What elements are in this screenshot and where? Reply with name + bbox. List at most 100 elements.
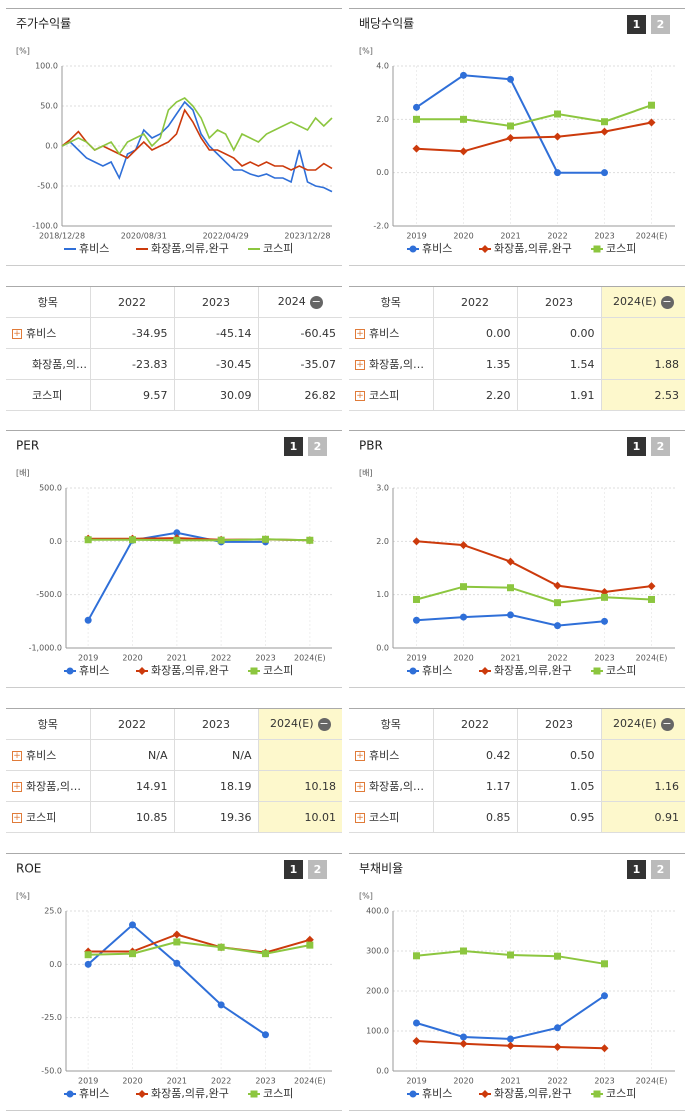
tab-button-label[interactable]: 1 xyxy=(290,863,298,876)
chart-panel: 배당수익률 1 2 [%] -2.0 0.0 2.0 4.0 2019 2020 2021 2022 2… xyxy=(349,8,685,266)
y-tick-label: -100.0 xyxy=(32,222,58,231)
tab-button[interactable] xyxy=(284,860,303,879)
cell-text: 화장품,의… xyxy=(369,358,424,371)
x-tick-label: 2020 xyxy=(453,654,473,663)
tab-button-label[interactable]: 1 xyxy=(633,863,641,876)
table-cell: 19.36 xyxy=(173,801,258,833)
header-text: 항목 xyxy=(37,718,58,731)
table-row: 코스피 9.57 30.09 26.82 xyxy=(6,379,342,411)
table-cell: 1.05 xyxy=(516,770,601,802)
table-header-cell: 항목 xyxy=(6,708,90,740)
expand-button[interactable]: + xyxy=(12,329,22,339)
y-tick-label: 2.0 xyxy=(376,537,389,546)
tab-button[interactable] xyxy=(308,860,327,879)
expand-button[interactable]: + xyxy=(355,813,365,823)
y-tick-label: 4.0 xyxy=(376,62,389,71)
y-tick-label: 0.0 xyxy=(376,1067,389,1076)
x-tick-label: 2022/04/29 xyxy=(203,232,249,241)
data-table: 항목 2022 2023 2024(E) − + 휴비스 0.00 0.00 + 화장품,의… 1.3… xyxy=(349,286,685,411)
point xyxy=(554,952,561,960)
table-cell: 1.91 xyxy=(516,379,601,411)
tab-button-label[interactable]: 1 xyxy=(633,440,641,453)
series-line xyxy=(416,585,652,604)
point xyxy=(262,535,269,543)
tab-button[interactable] xyxy=(651,437,670,456)
y-tick-label: 200.0 xyxy=(366,987,389,996)
expand-button[interactable]: + xyxy=(355,751,365,761)
data-table: 항목 2022 2023 2024(E) − + 휴비스 N/A N/A + 화장품,의… 14.91… xyxy=(6,708,342,833)
point xyxy=(481,667,489,675)
point xyxy=(648,101,655,109)
expand-button[interactable]: + xyxy=(12,813,22,823)
point xyxy=(601,960,608,968)
tab-button-label[interactable]: 1 xyxy=(633,18,641,31)
tab-button[interactable] xyxy=(284,437,303,456)
table-cell: 30.09 xyxy=(173,379,258,411)
header-text: 항목 xyxy=(380,718,401,731)
collapse-button[interactable]: − xyxy=(317,716,331,731)
collapse-button[interactable]: − xyxy=(660,716,674,731)
chart-panel: PBR 1 2 [배] 0.0 1.0 2.0 3.0 2019 2020 2021 2022 2023… xyxy=(349,430,685,688)
tab-button-label[interactable]: 1 xyxy=(290,440,298,453)
table-cell: 0.85 xyxy=(432,801,517,833)
point xyxy=(593,1090,601,1098)
point xyxy=(554,169,561,177)
tab-button-label[interactable]: 2 xyxy=(657,863,665,876)
legend-label: 코스피 xyxy=(606,664,636,677)
legend-label: 화장품,의류,완구 xyxy=(151,1087,229,1100)
expand-button[interactable]: + xyxy=(355,782,365,792)
x-tick-label: 2021 xyxy=(167,654,187,663)
tab-button-label[interactable]: 2 xyxy=(314,440,322,453)
y-tick-label: 3.0 xyxy=(376,484,389,493)
point xyxy=(647,582,656,591)
table-row: + 코스피 10.85 19.36 10.01 xyxy=(6,801,342,833)
legend-label: 휴비스 xyxy=(79,664,109,677)
header-text: 2022 xyxy=(461,717,489,731)
cell-text: 10.18 xyxy=(304,779,337,793)
chart-panel: 주가수익률 [%] -100.0 -50.0 0.0 50.0 100.0 2018/12/2… xyxy=(6,8,342,266)
tab-button[interactable] xyxy=(627,437,646,456)
tab-button[interactable] xyxy=(627,860,646,879)
point xyxy=(84,960,92,968)
tab-button-label[interactable]: 2 xyxy=(657,18,665,31)
point xyxy=(507,951,514,959)
expand-button[interactable]: + xyxy=(12,782,22,792)
tab-button-label[interactable]: 2 xyxy=(314,863,322,876)
table-cell: 14.91 xyxy=(89,770,174,802)
table-cell: + 화장품,의… xyxy=(6,770,90,802)
cell-text: 19.36 xyxy=(220,810,252,824)
point xyxy=(262,950,269,958)
collapse-button[interactable]: − xyxy=(309,294,323,309)
x-tick-label: 2022 xyxy=(211,1077,231,1086)
tab-button[interactable] xyxy=(651,860,670,879)
point xyxy=(600,127,609,136)
unit-label: [%] xyxy=(16,47,30,56)
collapse-button[interactable]: − xyxy=(660,294,674,309)
tab-button[interactable] xyxy=(308,437,327,456)
point xyxy=(413,115,420,123)
expand-button[interactable]: + xyxy=(355,329,365,339)
cell-text: 18.19 xyxy=(220,779,252,793)
table-cell: -23.83 xyxy=(89,348,174,380)
y-tick-label: -1,000.0 xyxy=(29,644,62,653)
table-header-row: 항목 2022 2023 2024(E) − xyxy=(349,708,685,740)
point xyxy=(84,951,92,959)
unit-label: [%] xyxy=(16,892,30,901)
cell-text: 휴비스 xyxy=(26,327,57,340)
cell-text: -60.45 xyxy=(300,326,336,340)
tab-button[interactable] xyxy=(627,15,646,34)
cell-text: 26.82 xyxy=(304,388,337,402)
cell-text: 0.42 xyxy=(486,748,511,762)
x-tick-label: 2020 xyxy=(453,232,473,241)
expand-button[interactable]: + xyxy=(355,391,365,401)
tab-button[interactable] xyxy=(651,15,670,34)
expand-button[interactable]: + xyxy=(12,751,22,761)
chart-title: PER xyxy=(16,439,39,453)
tab-button-label[interactable]: 2 xyxy=(657,440,665,453)
point xyxy=(593,667,601,675)
cell-text: 9.57 xyxy=(143,388,168,402)
expand-button[interactable]: + xyxy=(355,360,365,370)
point xyxy=(413,616,420,624)
series-line xyxy=(61,97,333,156)
y-tick-label: 300.0 xyxy=(366,947,389,956)
